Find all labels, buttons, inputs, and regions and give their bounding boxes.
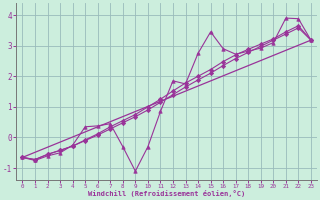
X-axis label: Windchill (Refroidissement éolien,°C): Windchill (Refroidissement éolien,°C): [88, 190, 245, 197]
